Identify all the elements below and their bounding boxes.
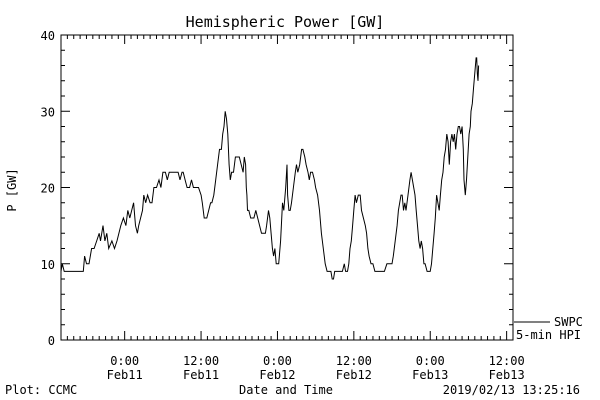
x-tick-label-date: Feb13 bbox=[412, 368, 448, 382]
x-tick-label-time: 12:00 bbox=[489, 354, 525, 368]
x-tick-label-time: 0:00 bbox=[416, 354, 445, 368]
chart-title: Hemispheric Power [GW] bbox=[186, 13, 385, 31]
y-axis-label: P [GW] bbox=[5, 168, 19, 211]
legend-label-hpi: 5-min HPI bbox=[516, 328, 581, 342]
y-tick-label: 0 bbox=[48, 334, 55, 348]
x-tick-label-date: Feb13 bbox=[489, 368, 525, 382]
x-tick-label-time: 0:00 bbox=[110, 354, 139, 368]
legend: SWPC 5-min HPI bbox=[514, 315, 583, 342]
plot-credit: Plot: CCMC bbox=[5, 383, 77, 397]
x-tick-label-date: Feb12 bbox=[259, 368, 295, 382]
y-tick-label: 30 bbox=[41, 105, 55, 119]
x-tick-label-time: 0:00 bbox=[263, 354, 292, 368]
x-tick-label-date: Feb11 bbox=[183, 368, 219, 382]
x-tick-label-date: Feb12 bbox=[336, 368, 372, 382]
legend-label-swpc: SWPC bbox=[554, 315, 583, 329]
x-axis-label: Date and Time bbox=[239, 383, 333, 397]
y-tick-label: 10 bbox=[41, 258, 55, 272]
x-tick-label-time: 12:00 bbox=[336, 354, 372, 368]
x-tick-label-time: 12:00 bbox=[183, 354, 219, 368]
x-axis: 0:00Feb1112:00Feb110:00Feb1212:00Feb120:… bbox=[107, 35, 525, 382]
plot-timestamp: 2019/02/13 13:25:16 bbox=[443, 383, 580, 397]
series-layer bbox=[60, 57, 480, 280]
minor-ticks bbox=[60, 35, 514, 340]
y-tick-label: 40 bbox=[41, 29, 55, 43]
x-tick-label-date: Feb11 bbox=[107, 368, 143, 382]
y-tick-label: 20 bbox=[41, 182, 55, 196]
series-line-hpi bbox=[60, 57, 480, 280]
